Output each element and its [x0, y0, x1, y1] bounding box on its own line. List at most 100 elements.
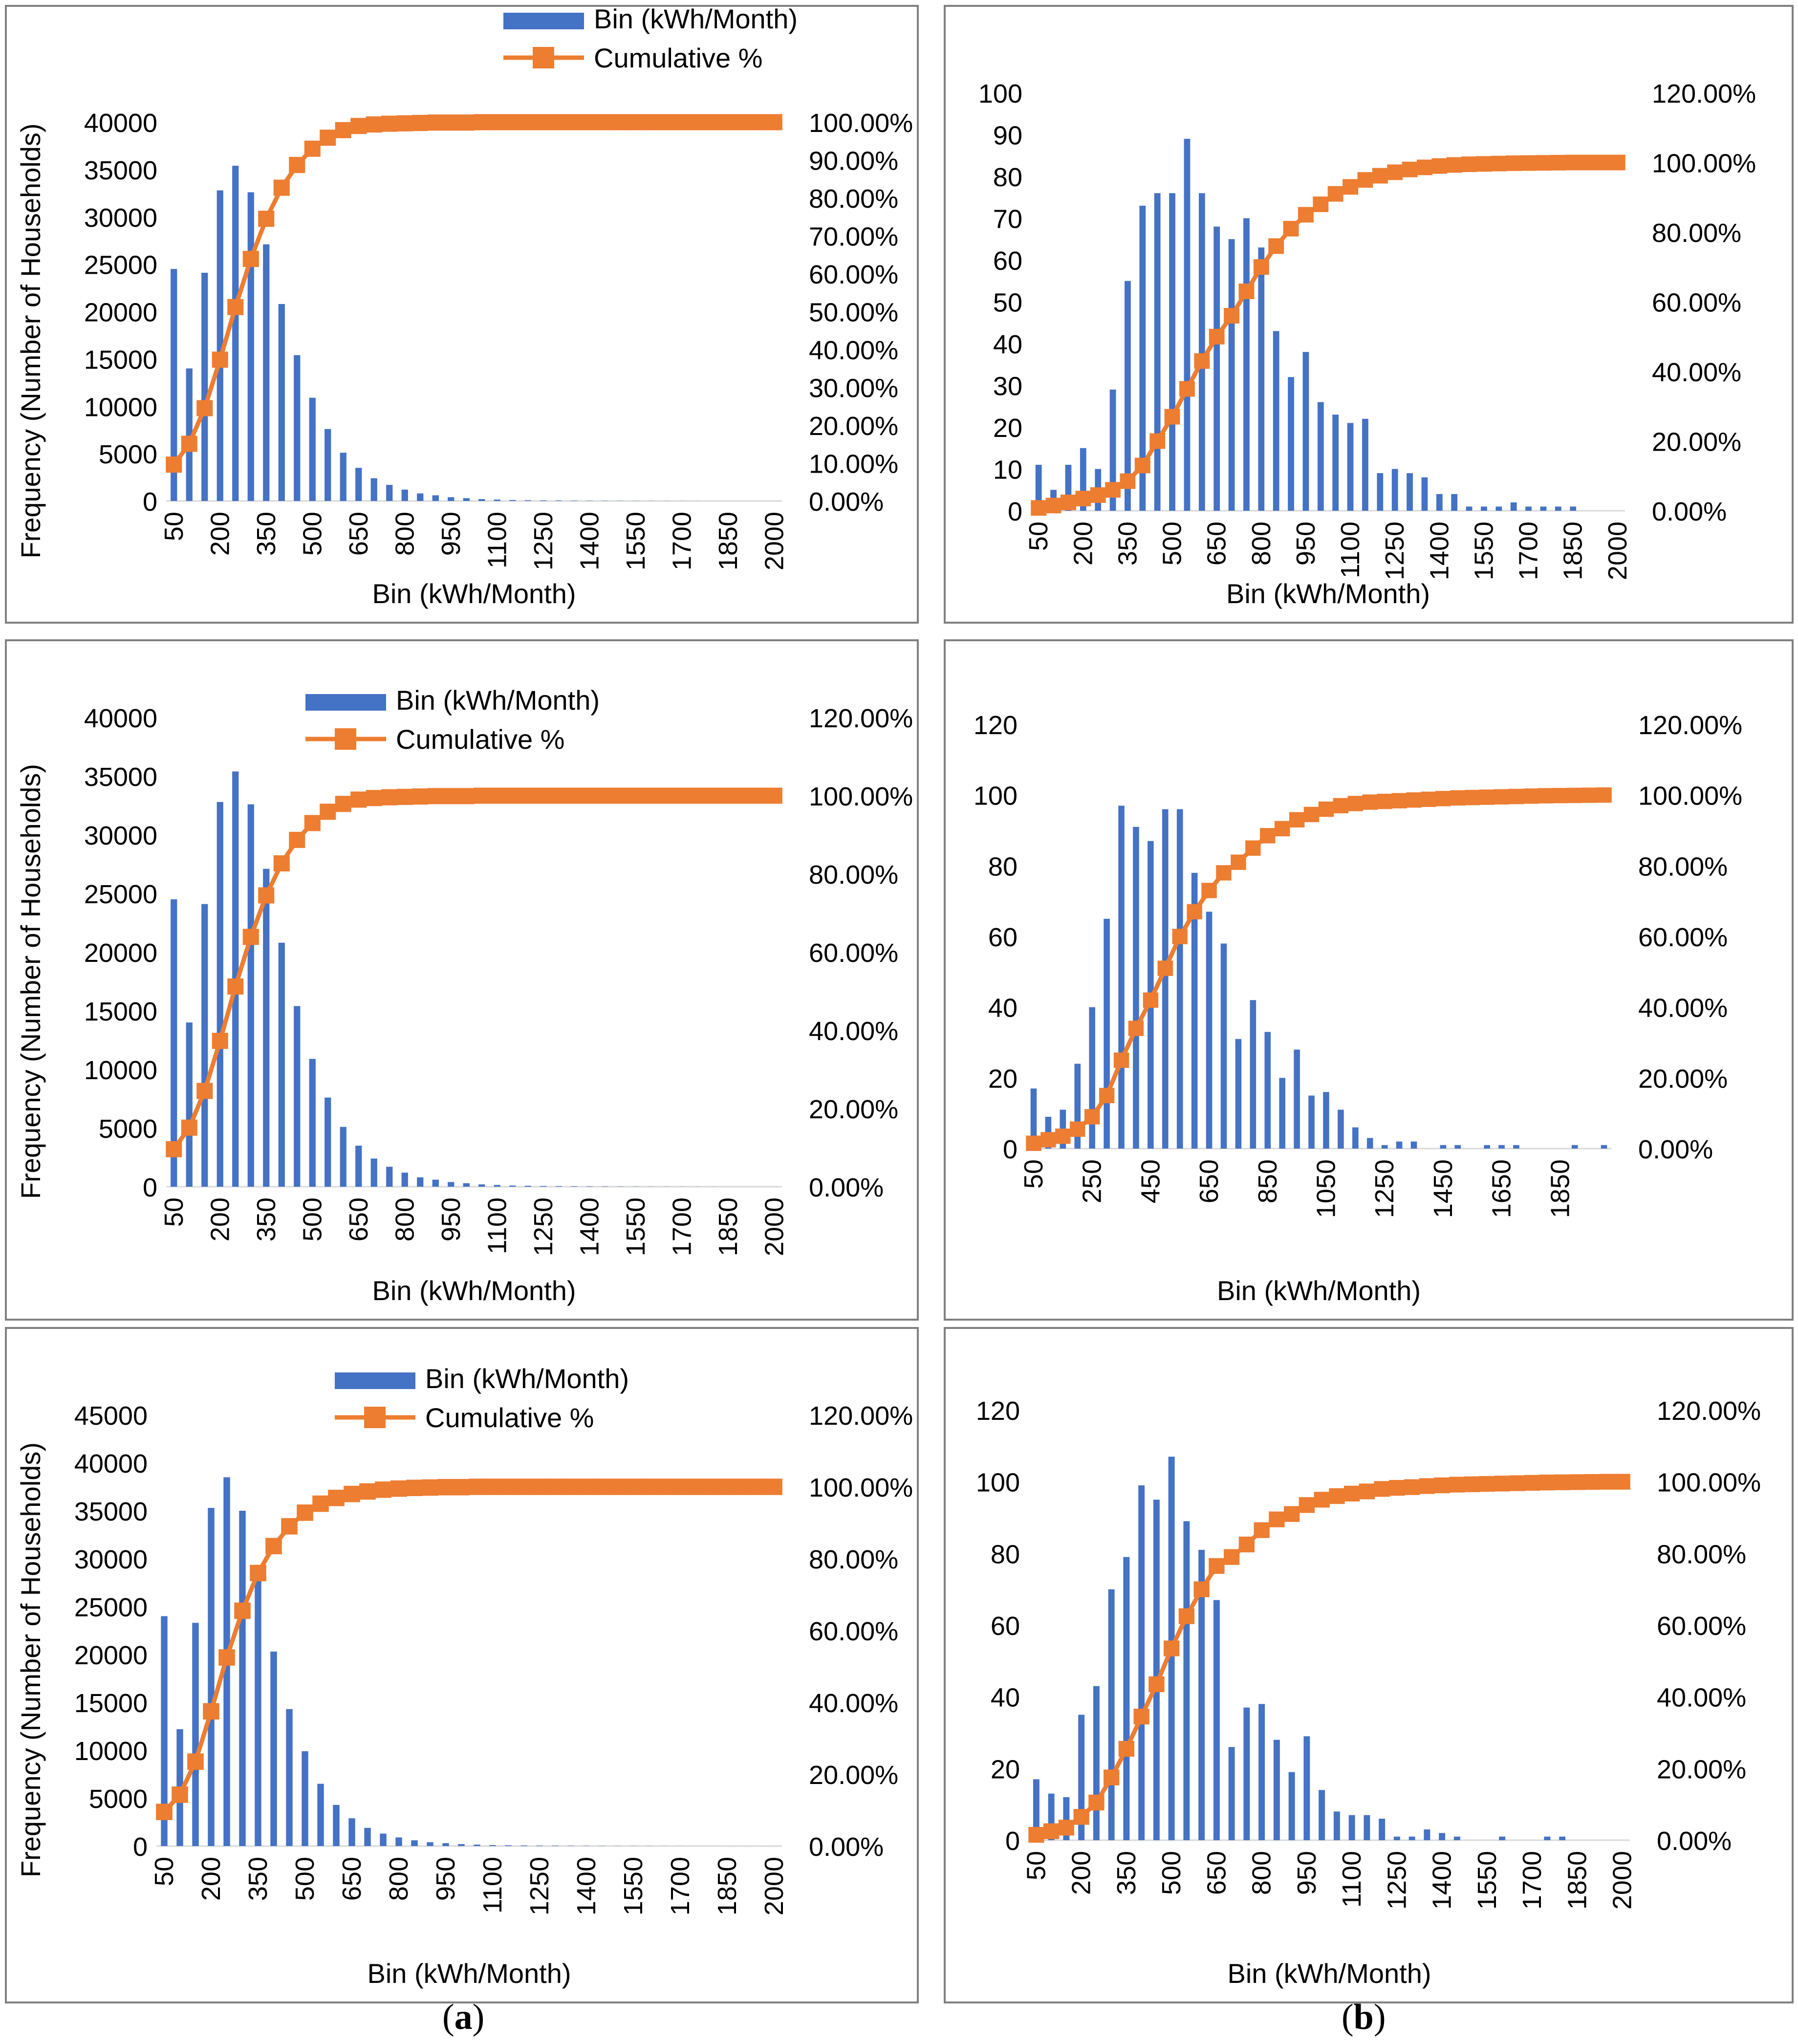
y-tick-label: 40000: [74, 1449, 148, 1479]
cumulative-marker: [320, 130, 336, 146]
bar: [1377, 473, 1384, 511]
y2-tick-label: 60.00%: [1657, 1611, 1746, 1641]
cumulative-marker: [1523, 788, 1539, 804]
cumulative-marker: [366, 790, 382, 806]
cumulative-marker: [1327, 186, 1343, 202]
cumulative-marker: [550, 787, 567, 804]
x-tick-label: 1250: [525, 1857, 554, 1915]
cumulative-marker: [735, 114, 752, 130]
bar: [386, 485, 393, 501]
x-axis-title: Bin (kWh/Month): [1217, 1275, 1421, 1306]
x-tick-label: 1400: [575, 512, 604, 570]
cumulative-marker: [1253, 259, 1269, 275]
legend-line-label: Cumulative %: [396, 724, 564, 755]
bar: [201, 273, 208, 501]
cumulative-marker: [1389, 1479, 1405, 1496]
bar: [1093, 1686, 1100, 1840]
x-axis-title: Bin (kWh/Month): [1226, 578, 1430, 609]
cumulative-marker: [312, 1495, 329, 1512]
cumulative-marker: [535, 114, 552, 130]
cumulative-marker: [474, 114, 490, 130]
cumulative-marker: [366, 116, 382, 133]
cumulative-marker: [735, 1479, 751, 1495]
legend-marker-swatch: [364, 1407, 386, 1428]
x-tick-label: 2000: [1608, 1851, 1637, 1910]
x-tick-label: 650: [1194, 1159, 1224, 1203]
bar: [278, 304, 285, 501]
cumulative-marker: [1421, 791, 1436, 807]
y-tick-label: 15000: [84, 997, 157, 1026]
y-tick-label: 80: [993, 163, 1022, 192]
bar: [370, 1158, 377, 1187]
legend-line-label: Cumulative %: [425, 1402, 594, 1433]
bar: [524, 500, 531, 501]
bar: [355, 468, 362, 501]
cumulative-marker: [1088, 1794, 1105, 1811]
legend-bar-swatch: [335, 1372, 415, 1389]
bar: [270, 1652, 277, 1846]
cumulative-marker: [1148, 1676, 1165, 1693]
y-tick-label: 20: [993, 413, 1022, 443]
bar: [1288, 377, 1294, 511]
bar: [348, 1818, 355, 1846]
cumulative-marker: [1479, 1476, 1495, 1492]
x-tick-label: 1700: [1517, 1851, 1547, 1910]
bar: [217, 190, 223, 501]
y2-tick-label: 60.00%: [809, 1617, 898, 1646]
cumulative-marker: [1362, 794, 1378, 810]
bar: [1570, 506, 1577, 511]
x-tick-label: 1700: [1514, 522, 1543, 580]
cumulative-marker: [1406, 792, 1422, 808]
cumulative-marker: [1187, 904, 1202, 920]
bar: [509, 1185, 516, 1187]
cumulative-marker: [1060, 494, 1076, 510]
y2-tick-label: 100.00%: [1657, 1468, 1761, 1498]
chart-frame: [944, 5, 1794, 624]
x-tick-label: 800: [390, 512, 419, 556]
cumulative-marker: [625, 1479, 642, 1495]
x-tick-label: 1850: [714, 512, 743, 570]
x-tick-label: 2000: [759, 1857, 789, 1915]
cumulative-marker: [1103, 1769, 1120, 1785]
bar: [555, 500, 562, 501]
cumulative-marker: [689, 787, 706, 804]
bar: [1352, 1127, 1359, 1149]
bar: [1162, 809, 1169, 1149]
y-tick-label: 20000: [84, 938, 157, 968]
cumulative-marker: [1043, 1823, 1060, 1839]
x-tick-label: 1100: [482, 1197, 512, 1254]
cumulative-marker: [297, 1504, 313, 1521]
bar: [489, 1845, 496, 1846]
chart-frame: [5, 5, 919, 624]
cumulative-marker: [187, 1753, 204, 1770]
bar: [494, 500, 500, 501]
y-tick-label: 100: [978, 79, 1022, 109]
bar: [1410, 1141, 1417, 1149]
cumulative-marker: [1201, 883, 1217, 898]
cumulative-marker: [581, 114, 598, 130]
cumulative-marker: [1149, 433, 1166, 449]
x-tick-label: 200: [205, 512, 235, 556]
bar: [1133, 826, 1139, 1149]
bar: [1421, 477, 1428, 511]
cumulative-marker: [703, 1479, 720, 1495]
bar: [1559, 1836, 1566, 1840]
cumulative-marker: [458, 114, 475, 131]
cumulative-marker: [1055, 1128, 1071, 1144]
cumulative-marker: [1209, 328, 1225, 345]
x-tick-label: 1550: [1469, 522, 1498, 580]
y2-tick-label: 80.00%: [809, 860, 898, 890]
cumulative-marker: [412, 115, 429, 131]
cumulative-marker: [1245, 840, 1261, 856]
bar: [325, 429, 331, 501]
cumulative-marker: [1554, 1474, 1570, 1490]
bar: [1198, 193, 1205, 511]
y2-tick-label: 40.00%: [1638, 994, 1728, 1023]
y2-tick-label: 40.00%: [809, 1017, 898, 1046]
cumulative-marker: [1494, 1476, 1510, 1492]
cumulative-marker: [273, 855, 290, 871]
y2-tick-label: 20.00%: [809, 412, 898, 441]
cumulative-marker: [643, 787, 659, 804]
caption-a-close: ): [472, 1997, 485, 2037]
cumulative-marker: [1329, 1488, 1345, 1504]
